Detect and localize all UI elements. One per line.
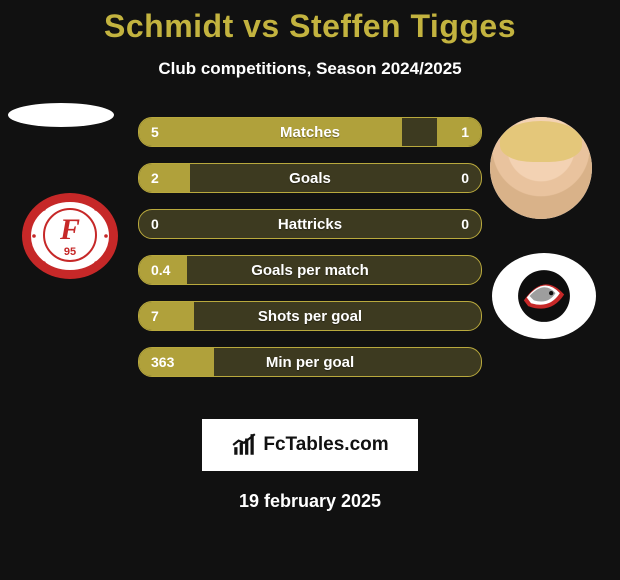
stat-value-left: 5 — [151, 118, 159, 146]
stat-value-right: 0 — [461, 164, 469, 192]
brand-text: FcTables.com — [263, 434, 388, 456]
stat-label: Shots per goal — [139, 302, 481, 330]
player2-club-badge — [492, 253, 596, 339]
stat-row: Hattricks0 0 — [138, 209, 482, 239]
stat-value-right: 0 — [461, 210, 469, 238]
page-title: Schmidt vs Steffen Tigges — [0, 0, 620, 45]
svg-text:95: 95 — [64, 246, 76, 258]
brand-chart-icon — [231, 432, 257, 458]
stat-label: Hattricks — [139, 210, 481, 238]
stat-label: Goals — [139, 164, 481, 192]
stat-row: Shots per goal7 — [138, 301, 482, 331]
player1-club-badge: F 95 — [20, 191, 120, 281]
svg-text:F: F — [59, 213, 80, 246]
stat-label: Goals per match — [139, 256, 481, 284]
player2-avatar — [490, 117, 592, 219]
stat-value-left: 0.4 — [151, 256, 170, 284]
page-subtitle: Club competitions, Season 2024/2025 — [0, 59, 620, 79]
date-text: 19 february 2025 — [0, 491, 620, 512]
stat-bars: Matches51Goals20Hattricks00Goals per mat… — [138, 117, 482, 393]
stat-value-left: 0 — [151, 210, 159, 238]
stat-label: Min per goal — [139, 348, 481, 376]
stat-row: Min per goal363 — [138, 347, 482, 377]
stat-value-left: 363 — [151, 348, 174, 376]
stat-row: Matches5 1 — [138, 117, 482, 147]
player1-avatar — [8, 103, 114, 127]
stat-label: Matches — [139, 118, 481, 146]
stat-value-left: 7 — [151, 302, 159, 330]
stat-row: Goals2 0 — [138, 163, 482, 193]
stat-row: Goals per match0.4 — [138, 255, 482, 285]
brand-badge: FcTables.com — [202, 419, 418, 471]
stat-value-left: 2 — [151, 164, 159, 192]
stat-value-right: 1 — [461, 118, 469, 146]
comparison-stage: F 95 — [0, 117, 620, 407]
